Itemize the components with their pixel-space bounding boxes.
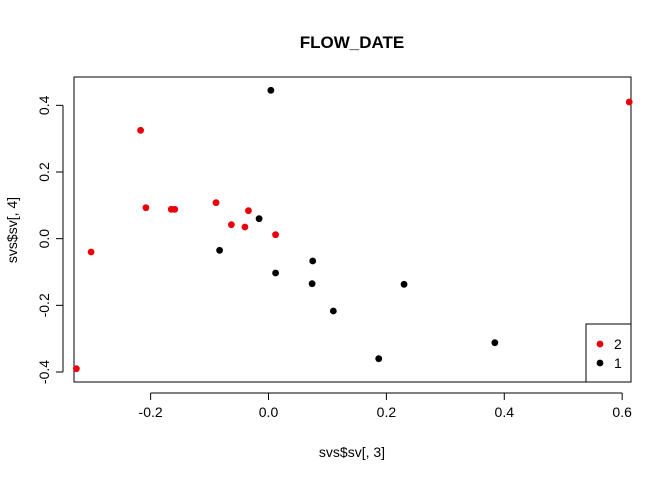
data-point-series-2 (171, 205, 179, 213)
data-point-series-1 (400, 280, 408, 288)
y-tick-label: -0.4 (36, 360, 52, 384)
data-point-series-1 (216, 246, 223, 254)
legend-label-series-2: 2 (614, 336, 622, 352)
data-point-series-1 (308, 280, 316, 288)
legend-label-series-1: 1 (614, 355, 622, 371)
legend: 21 (585, 323, 632, 383)
y-axis-label: svs$sv[, 4] (4, 197, 20, 263)
data-point-series-1 (309, 257, 317, 265)
data-point-series-1 (491, 339, 499, 347)
legend-marker-series-2 (596, 340, 604, 348)
x-tick-label: 0.2 (377, 404, 397, 420)
data-point-series-1 (329, 307, 337, 315)
y-tick-label: 0.2 (36, 162, 52, 182)
data-point-series-2 (227, 221, 235, 229)
data-point-series-2 (245, 207, 252, 215)
y-tick-label: 0.0 (36, 229, 52, 249)
data-point-series-2 (137, 126, 145, 134)
legend-box (585, 323, 632, 383)
data-point-series-1 (255, 215, 263, 223)
data-point-series-2 (241, 223, 249, 231)
data-point-series-1 (272, 269, 279, 277)
legend-marker-series-1 (596, 359, 604, 367)
data-points (72, 86, 633, 373)
x-tick-label: 0.6 (612, 404, 632, 420)
x-tick-label: -0.2 (139, 404, 163, 420)
x-axis: -0.2 0.0 0.2 0.4 0.6 (139, 392, 632, 420)
x-axis-label: svs$sv[, 3] (319, 444, 385, 460)
data-point-series-2 (272, 231, 279, 239)
data-point-series-1 (375, 355, 383, 363)
x-tick-label: 0.0 (259, 404, 279, 420)
data-point-series-1 (267, 86, 275, 94)
data-point-series-2 (625, 98, 633, 106)
y-tick-label: 0.4 (36, 95, 52, 115)
y-axis: -0.4 -0.2 0.0 0.2 0.4 (36, 95, 64, 384)
x-tick-label: 0.4 (495, 404, 515, 420)
plot-frame (73, 76, 632, 383)
y-tick-label: -0.2 (36, 293, 52, 317)
data-point-series-2 (142, 204, 150, 212)
data-point-series-2 (87, 248, 95, 256)
chart-title: FLOW_DATE (300, 33, 405, 52)
data-point-series-2 (212, 199, 220, 207)
data-point-series-2 (72, 365, 80, 373)
